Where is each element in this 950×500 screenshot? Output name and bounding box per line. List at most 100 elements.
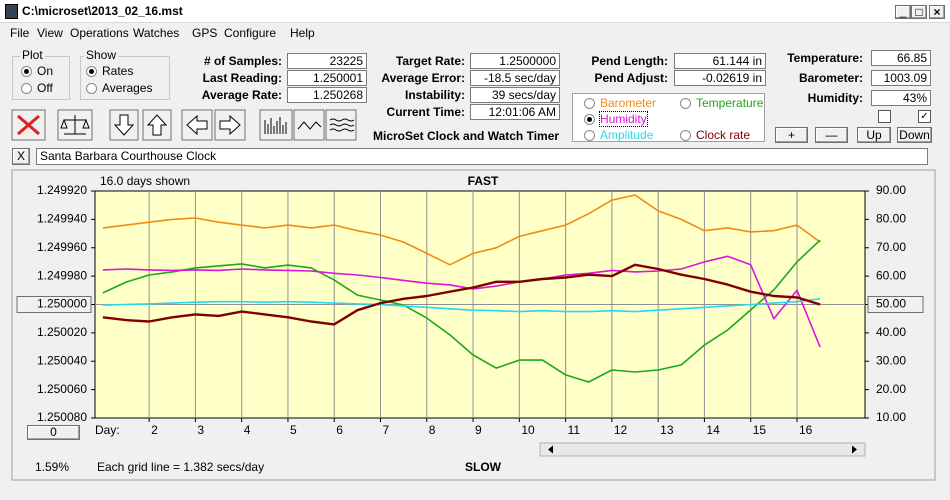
x-tick-label: 12	[614, 423, 628, 437]
y2-tick-label: 10.00	[876, 410, 906, 424]
radio-plot[interactable]: Off	[21, 81, 53, 95]
x-tick-label: 4	[244, 423, 251, 437]
bars-icon	[264, 117, 287, 134]
scroll-left-arrow[interactable]	[548, 445, 553, 454]
radio-button[interactable]	[21, 83, 32, 95]
field-label: Instability:	[404, 88, 465, 102]
field-label: Humidity:	[807, 91, 863, 105]
legend-radio[interactable]	[584, 114, 595, 126]
x-tick-label: 10	[521, 423, 535, 437]
scroll-right-arrow[interactable]	[852, 445, 857, 454]
window-close-button[interactable]: ×	[929, 5, 945, 19]
legend-label: Temperature	[696, 96, 764, 110]
left-icon	[186, 114, 208, 136]
field-value: -18.5 sec/day	[470, 70, 560, 86]
radio-show[interactable]: Rates	[86, 64, 133, 78]
days-shown: 16.0 days shown	[100, 174, 190, 188]
radio-label: On	[37, 64, 54, 78]
legend-entry[interactable]: Clock rate	[680, 128, 750, 142]
grid-note: Each grid line = 1.382 secs/day	[97, 460, 264, 474]
y2-tick-label: 60.00	[876, 268, 906, 282]
y2-tick-label: 20.00	[876, 382, 906, 396]
legend-entry[interactable]: Barometer	[584, 96, 656, 110]
x-tick-label: 7	[383, 423, 390, 437]
maximize-button[interactable]: □	[911, 5, 927, 19]
plot-group-label: Plot	[20, 48, 45, 62]
menu-item[interactable]: Operations	[70, 26, 129, 40]
radio-plot[interactable]: On	[21, 64, 53, 78]
series-line	[102, 194, 821, 266]
window-title: C:\microset\2013_02_16.mst	[22, 4, 183, 18]
y-tick-label: 1.249940	[37, 212, 87, 226]
field-label: Target Rate:	[395, 54, 465, 68]
up-icon	[146, 114, 168, 136]
x-tick-label: 13	[660, 423, 674, 437]
y2-tick-label: 70.00	[876, 240, 906, 254]
tick-button[interactable]	[16, 296, 92, 313]
x-tick-label: 14	[706, 423, 720, 437]
x-tick-label: 11	[568, 423, 581, 437]
radio-button[interactable]	[21, 66, 32, 78]
x-tick-label: 16	[799, 423, 813, 437]
y2-tick-label: 30.00	[876, 353, 906, 367]
legend-radio[interactable]	[584, 130, 595, 142]
offset-button[interactable]: 0	[27, 425, 80, 440]
legend-entry[interactable]: Temperature	[680, 96, 763, 110]
menu-item[interactable]: Configure	[224, 26, 277, 40]
field-value: -0.02619 in	[674, 70, 766, 86]
field-value: 43%	[871, 90, 931, 106]
control-button[interactable]: Down	[897, 127, 932, 143]
menu-item[interactable]: Help	[290, 26, 315, 40]
y2-tick-label: 90.00	[876, 183, 906, 197]
x-axis-label: Day:	[95, 423, 120, 437]
y2-tick-label: 50.00	[876, 297, 906, 311]
noise-icon	[329, 118, 355, 132]
y-tick-label: 1.250000	[37, 297, 87, 311]
field-value: 1.250268	[287, 87, 367, 103]
comment-field[interactable]: Santa Barbara Courthouse Clock	[36, 148, 928, 165]
checkbox[interactable]	[878, 110, 891, 123]
field-label: Average Error:	[381, 71, 465, 85]
field-label: Pend Length:	[591, 54, 668, 68]
radio-label: Averages	[102, 81, 153, 95]
right-icon	[219, 114, 241, 136]
radio-button[interactable]	[86, 83, 97, 95]
control-button[interactable]: —	[815, 127, 848, 143]
menu-item[interactable]: Watches	[133, 26, 180, 40]
field-label: Temperature:	[787, 51, 863, 65]
legend-entry[interactable]: Humidity	[584, 111, 648, 127]
checkbox[interactable]: ✓	[918, 110, 931, 123]
menu-item[interactable]: File	[10, 26, 30, 40]
status-text: 1.59%	[35, 460, 69, 474]
y-tick-label: 1.249980	[37, 268, 87, 282]
radio-button[interactable]	[86, 66, 97, 78]
y-tick-label: 1.250040	[37, 353, 87, 367]
scrollbar[interactable]	[539, 442, 866, 457]
y2-tick-label: 40.00	[876, 325, 906, 339]
menu-item[interactable]: GPS	[192, 26, 218, 40]
field-value: 66.85	[871, 50, 931, 66]
control-button[interactable]: Up	[857, 127, 891, 143]
series-line	[102, 263, 821, 326]
legend-radio[interactable]	[680, 130, 691, 142]
radio-show[interactable]: Averages	[86, 81, 152, 95]
minimize-button[interactable]: _	[895, 5, 911, 19]
slow-label: SLOW	[465, 460, 502, 474]
y-tick-label: 1.249920	[37, 183, 87, 197]
noise-button[interactable]	[325, 109, 357, 141]
legend-entry[interactable]: Amplitude	[584, 128, 653, 142]
x-tick-label: 6	[336, 423, 343, 437]
legend-radio[interactable]	[584, 98, 595, 110]
legend-radio[interactable]	[680, 98, 691, 110]
series-line	[102, 298, 821, 313]
show-group-label: Show	[84, 48, 119, 62]
clear-comment-button[interactable]: X	[12, 148, 30, 165]
series-line	[102, 255, 821, 348]
tick-button[interactable]	[867, 296, 924, 313]
field-label: Current Time:	[386, 105, 465, 119]
field-value: 61.144 in	[674, 53, 766, 69]
menu-item[interactable]: View	[37, 26, 63, 40]
x-tick-label: 5	[290, 423, 297, 437]
control-button[interactable]: +	[775, 127, 808, 143]
